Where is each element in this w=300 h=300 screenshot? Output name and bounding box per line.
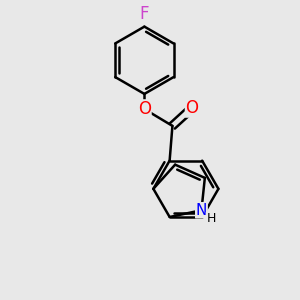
Text: N: N xyxy=(196,203,207,218)
Text: F: F xyxy=(140,5,149,23)
Text: O: O xyxy=(138,100,151,118)
Text: H: H xyxy=(206,212,216,225)
Text: O: O xyxy=(186,99,199,117)
